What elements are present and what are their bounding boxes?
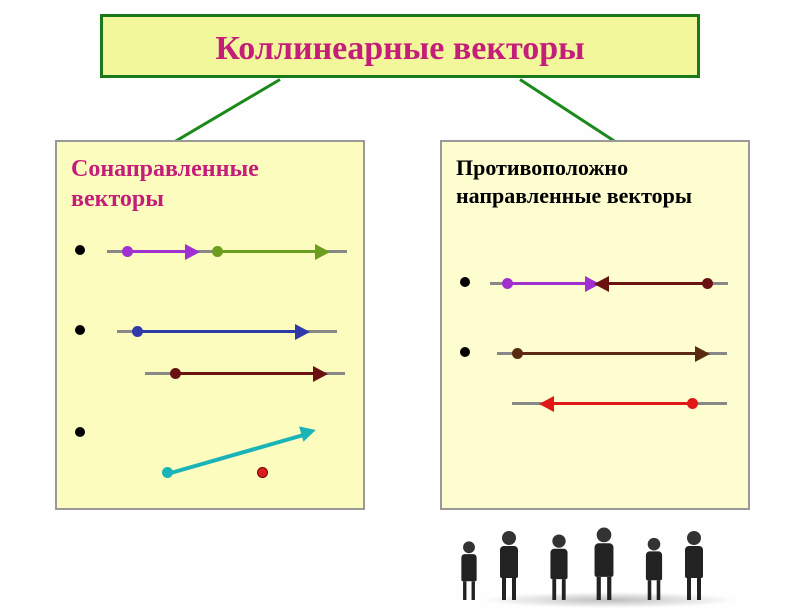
vector-start-dot — [212, 246, 223, 257]
list-bullet — [460, 277, 470, 287]
vector-start-dot — [512, 348, 523, 359]
vector-line — [127, 250, 187, 254]
people-silhouette-decoration — [460, 520, 760, 600]
standalone-dot — [257, 467, 268, 478]
person-silhouette — [685, 531, 703, 600]
connector-line — [519, 78, 616, 143]
vector-start-dot — [687, 398, 698, 409]
vector-start-dot — [170, 368, 181, 379]
vector-line — [552, 402, 692, 406]
vector-arrowhead — [299, 422, 318, 442]
vector-start-dot — [702, 278, 713, 289]
list-bullet — [75, 427, 85, 437]
vector-start-dot — [122, 246, 133, 257]
person-silhouette — [595, 528, 614, 600]
vector-arrowhead — [539, 396, 554, 412]
main-title-box: Коллинеарные векторы — [100, 14, 700, 78]
vector-start-dot — [132, 326, 143, 337]
vector-arrowhead — [594, 276, 609, 292]
person-silhouette — [500, 531, 518, 600]
panel-opposite: Противоположно направленные векторы — [440, 140, 750, 510]
panel-codirectional-title: Сонаправленные векторы — [57, 142, 363, 220]
vector-line — [217, 250, 317, 254]
vector-line — [517, 352, 697, 356]
person-silhouette — [461, 541, 476, 600]
vector-arrowhead — [313, 366, 328, 382]
vector-start-dot — [502, 278, 513, 289]
panel-opposite-title: Противоположно направленные векторы — [442, 142, 748, 215]
connector-line — [174, 78, 281, 143]
vector-arrowhead — [695, 346, 710, 362]
vector-arrowhead — [295, 324, 310, 340]
vector-line — [175, 372, 315, 376]
vector-arrowhead — [185, 244, 200, 260]
vector-line — [507, 282, 587, 286]
person-silhouette — [550, 534, 567, 600]
panel-codirectional: Сонаправленные векторы — [55, 140, 365, 510]
vector-line-free — [167, 432, 308, 475]
vector-start-dot — [162, 467, 173, 478]
list-bullet — [75, 245, 85, 255]
vector-line — [607, 282, 707, 286]
vector-line — [137, 330, 297, 334]
person-silhouette — [646, 538, 662, 600]
list-bullet — [75, 325, 85, 335]
main-title-text: Коллинеарные векторы — [215, 30, 584, 67]
vector-arrowhead — [315, 244, 330, 260]
list-bullet — [460, 347, 470, 357]
